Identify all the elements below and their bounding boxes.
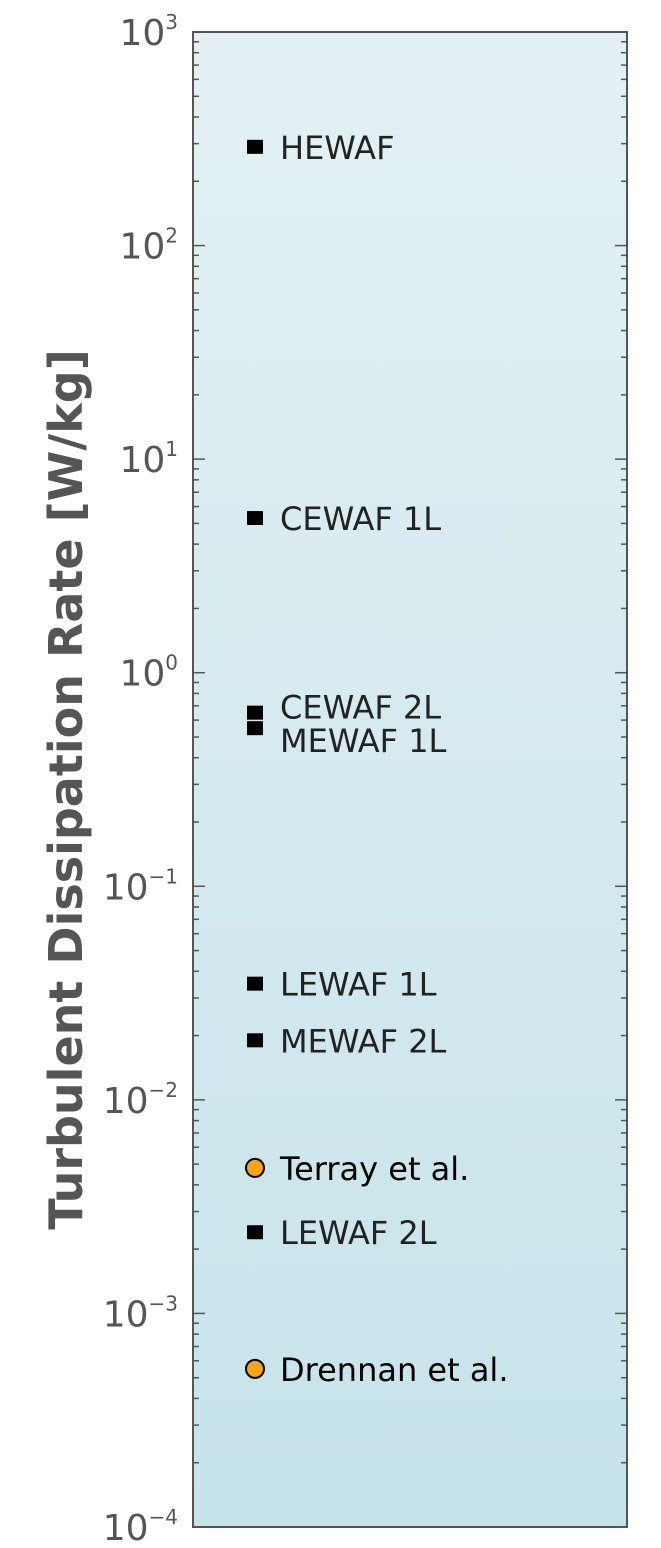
y-tick-label: 10−3	[103, 1291, 178, 1335]
y-tick-label: 10−2	[103, 1078, 178, 1122]
data-point-label: MEWAF 2L	[280, 1022, 447, 1060]
data-point-square	[247, 139, 263, 154]
data-point-circle	[245, 1157, 265, 1178]
y-tick-label: 102	[119, 224, 178, 268]
y-axis-tick-labels: 103 102 101 100 10−1 10−2 10−3 10−4	[103, 10, 178, 1548]
data-point-label: HEWAF	[280, 129, 394, 167]
data-point-label: MEWAF 1L	[280, 722, 447, 760]
data-point-label: CEWAF 2L	[280, 689, 441, 727]
data-point-square	[247, 721, 263, 736]
y-tick-label: 10−4	[103, 1505, 178, 1548]
y-axis-label: Turbulent Dissipation Rate [W/kg]	[39, 349, 93, 1230]
data-point-circle	[245, 1358, 265, 1379]
data-point-square	[247, 1225, 263, 1240]
data-point-label: CEWAF 1L	[280, 500, 441, 538]
data-point-label: Drennan et al.	[280, 1351, 508, 1389]
y-tick-label: 10−1	[103, 864, 178, 908]
data-point-label: Terray et al.	[279, 1150, 469, 1188]
data-point-label: LEWAF 1L	[280, 966, 437, 1004]
y-tick-label: 101	[119, 437, 178, 481]
data-point-square	[247, 976, 263, 991]
data-point-label: LEWAF 2L	[280, 1214, 437, 1252]
y-axis-ticks	[193, 31, 627, 1528]
y-tick-label: 103	[119, 10, 178, 54]
data-point-square	[247, 1033, 263, 1048]
data-point-square	[247, 511, 263, 526]
data-point-square	[247, 705, 263, 720]
data-points	[245, 139, 265, 1379]
plot-area	[192, 31, 628, 1528]
y-tick-label: 100	[119, 651, 178, 695]
